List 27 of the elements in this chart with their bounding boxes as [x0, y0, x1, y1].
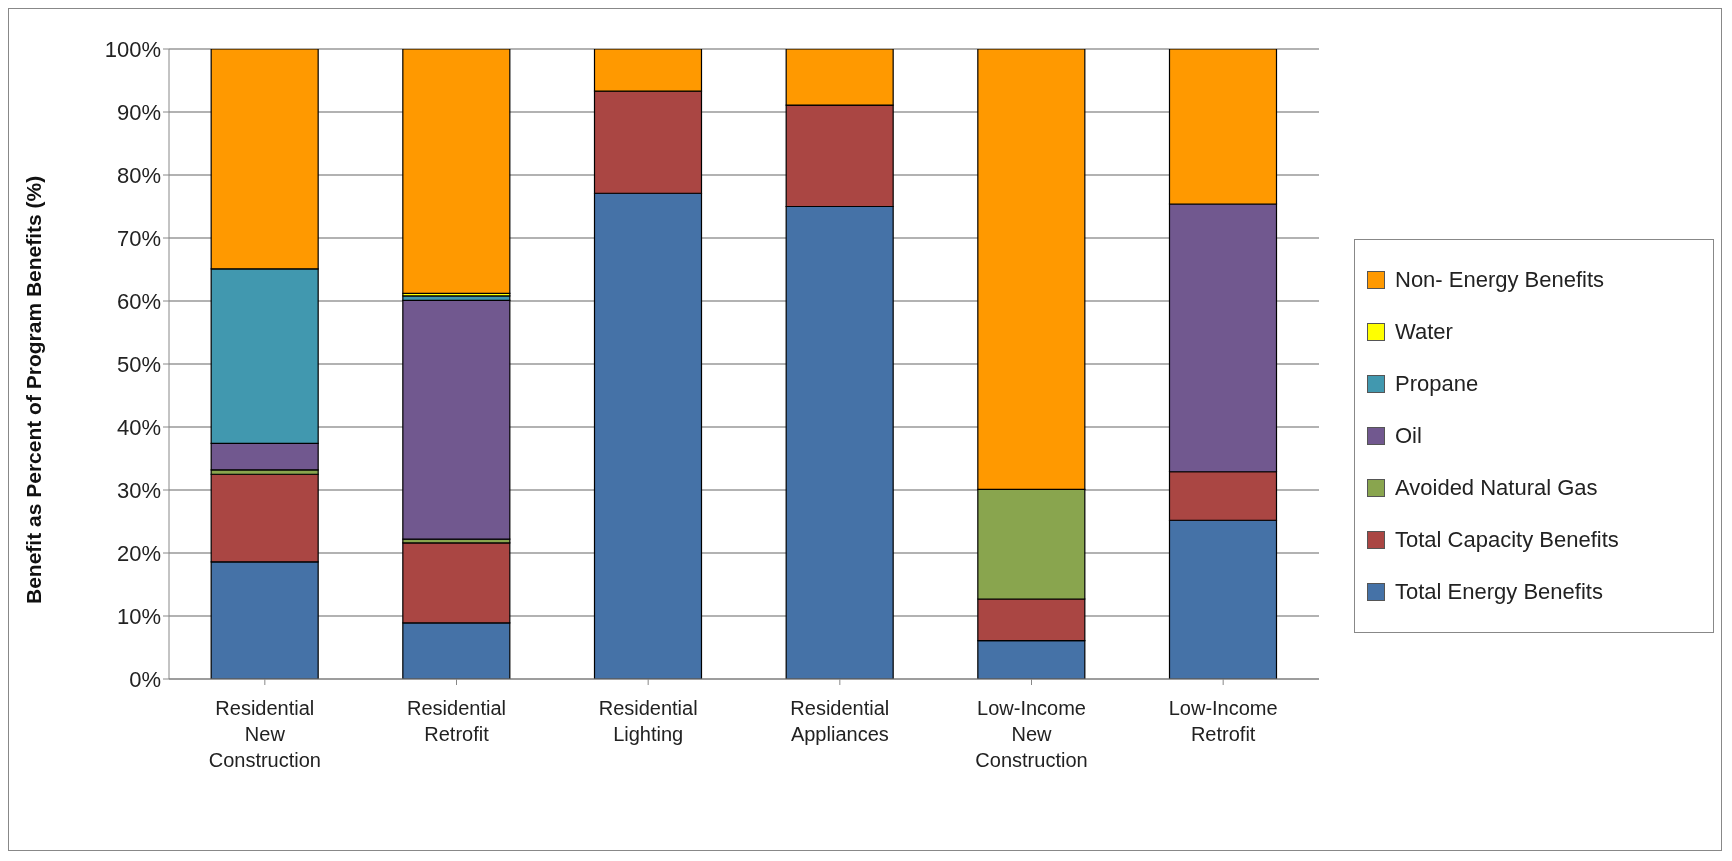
x-tick-label: Residential New Construction: [208, 697, 321, 771]
bar: [402, 49, 511, 295]
x-tick-label: Residential Appliances: [790, 697, 890, 745]
bar: [402, 299, 511, 540]
y-tick-label: 50%: [116, 351, 161, 377]
legend-label: Water: [1395, 319, 1453, 345]
y-tick-label: 30%: [116, 477, 161, 503]
y-tick-label: 100%: [104, 36, 161, 62]
y-tick-label: 60%: [116, 288, 161, 314]
legend-label: Total Energy Benefits: [1395, 579, 1603, 605]
x-tick-label: Low-Income New Construction: [975, 697, 1088, 771]
y-tick-label: 80%: [116, 162, 161, 188]
legend-label: Oil: [1395, 423, 1422, 449]
y-tick-label: 20%: [116, 540, 161, 566]
legend-label: Avoided Natural Gas: [1395, 475, 1598, 501]
legend-label: Total Capacity Benefits: [1395, 527, 1619, 553]
y-tick-label: 90%: [116, 99, 161, 125]
y-tick-label: 0%: [129, 666, 161, 692]
legend-label: Propane: [1395, 371, 1479, 397]
x-tick-label: Residential Lighting: [598, 697, 698, 745]
y-tick-label: 70%: [116, 225, 161, 251]
x-tick-label: Low-Income Retrofit: [1168, 697, 1278, 745]
y-tick-label: 40%: [116, 414, 161, 440]
y-axis-title: Benefit as Percent of Program Benefits (%): [22, 175, 46, 604]
legend-label: Non- Energy Benefits: [1395, 267, 1605, 293]
y-tick-label: 10%: [116, 603, 161, 629]
x-tick-label: Residential Retrofit: [407, 697, 506, 745]
